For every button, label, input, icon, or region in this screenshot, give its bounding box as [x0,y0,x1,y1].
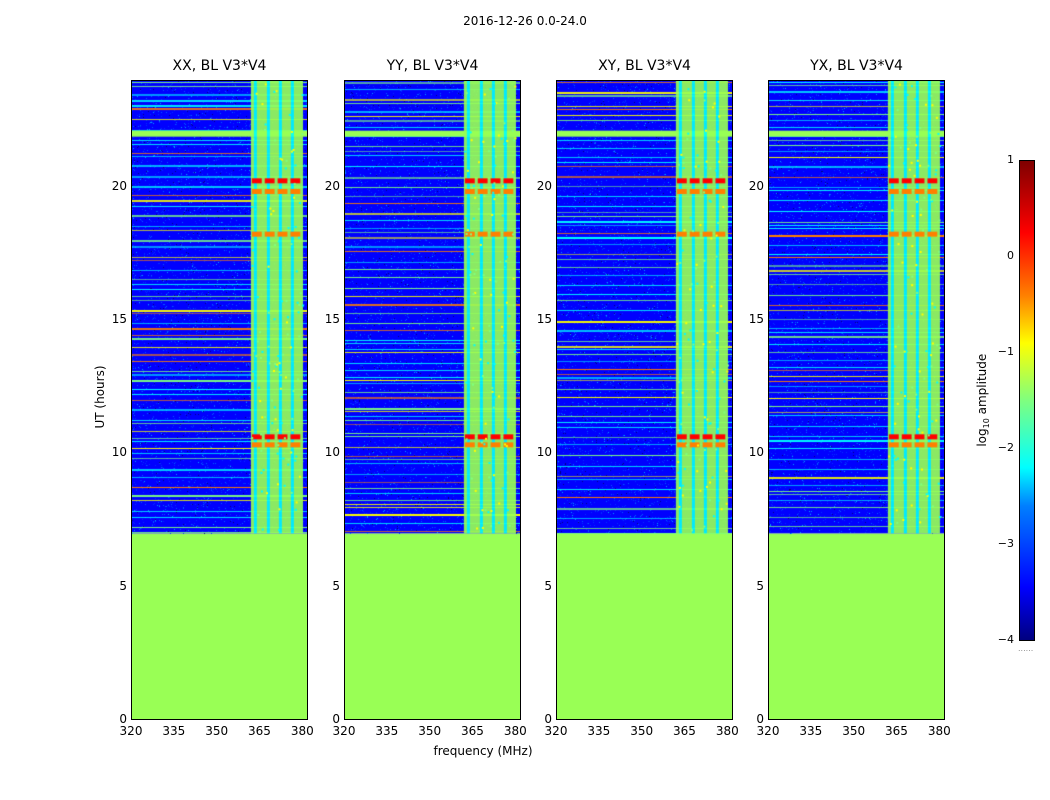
y-tick-label: 15 [111,312,127,326]
spectrogram-panel [131,80,308,720]
x-tick-label: 380 [290,724,314,738]
panel-frame [344,80,521,720]
x-tick-label: 320 [544,724,568,738]
y-tick-label: 5 [119,578,127,593]
colorbar-label-sub: 10 [982,418,992,429]
y-tick-label: 5 [756,578,764,593]
panel-frame [768,80,945,720]
spectrogram-panel [768,80,945,720]
colorbar-tick-label: −1 [997,345,1014,358]
colorbar-tick-label: 0 [1007,249,1014,262]
x-tick-label: 335 [799,724,823,738]
colorbar [1019,160,1035,641]
x-tick-label: 380 [503,724,527,738]
panel-title: YX, BL V3*V4 [810,58,903,74]
y-tick-label: 10 [324,445,340,460]
x-tick-label: 320 [756,724,780,738]
x-tick-label: 350 [842,724,866,738]
x-tick-label: 350 [630,724,654,738]
y-tick-label: 10 [111,445,127,460]
colorbar-tick-label: −2 [997,441,1014,454]
y-tick-label: 20 [748,178,764,193]
y-tick-label: 20 [536,178,552,193]
x-tick-label: 320 [332,724,356,738]
x-tick-label: 365 [461,724,484,738]
x-tick-label: 380 [927,724,951,738]
colorbar-label-rest: amplitude [974,353,989,419]
panel-title: XY, BL V3*V4 [598,58,691,74]
y-tick-label: 0 [332,712,340,726]
y-tick-label: 0 [544,712,552,726]
x-tick-label: 335 [162,724,186,738]
x-tick-label: 350 [418,724,442,738]
y-tick-label: 15 [536,312,552,326]
colorbar-label-main: log [974,428,989,447]
panel-frame [131,80,308,720]
x-tick-label: 380 [715,724,739,738]
spectrogram-heatmap [344,80,521,720]
panel-frame [556,80,733,720]
spectrogram-heatmap [768,80,945,720]
colorbar-tick-label: −3 [997,537,1014,550]
x-tick-label: 320 [119,724,143,738]
y-tick-label: 20 [324,178,340,193]
colorbar-extend-marker: ...... [1018,644,1034,653]
y-tick-label: 15 [748,312,764,326]
y-tick-label: 5 [332,578,340,593]
panel-title: YY, BL V3*V4 [386,58,479,74]
y-tick-label: 10 [748,445,764,460]
spectrogram-panel [556,80,733,720]
y-tick-label: 10 [536,445,552,460]
y-tick-label: 0 [756,712,764,726]
spectrogram-panel [344,80,521,720]
colorbar-tick-label: 1 [1007,153,1014,166]
y-tick-label: 15 [324,312,340,326]
colorbar-label: log10 amplitude [975,335,991,465]
spectrogram-heatmap [131,80,308,720]
y-tick-label: 5 [544,578,552,593]
x-tick-label: 365 [673,724,696,738]
x-tick-label: 335 [587,724,611,738]
y-tick-label: 20 [111,178,127,193]
y-axis-label: UT (hours) [93,365,107,429]
spectrogram-heatmap [556,80,733,720]
panel-title: XX, BL V3*V4 [172,58,267,74]
x-tick-label: 350 [205,724,229,738]
x-tick-label: 335 [375,724,399,738]
figure-title: 2016-12-26 0.0-24.0 [463,14,587,28]
x-tick-label: 365 [248,724,271,738]
x-tick-label: 365 [885,724,908,738]
x-axis-label: frequency (MHz) [433,744,533,758]
colorbar-tick-label: −4 [997,633,1014,646]
y-tick-label: 0 [119,712,127,726]
